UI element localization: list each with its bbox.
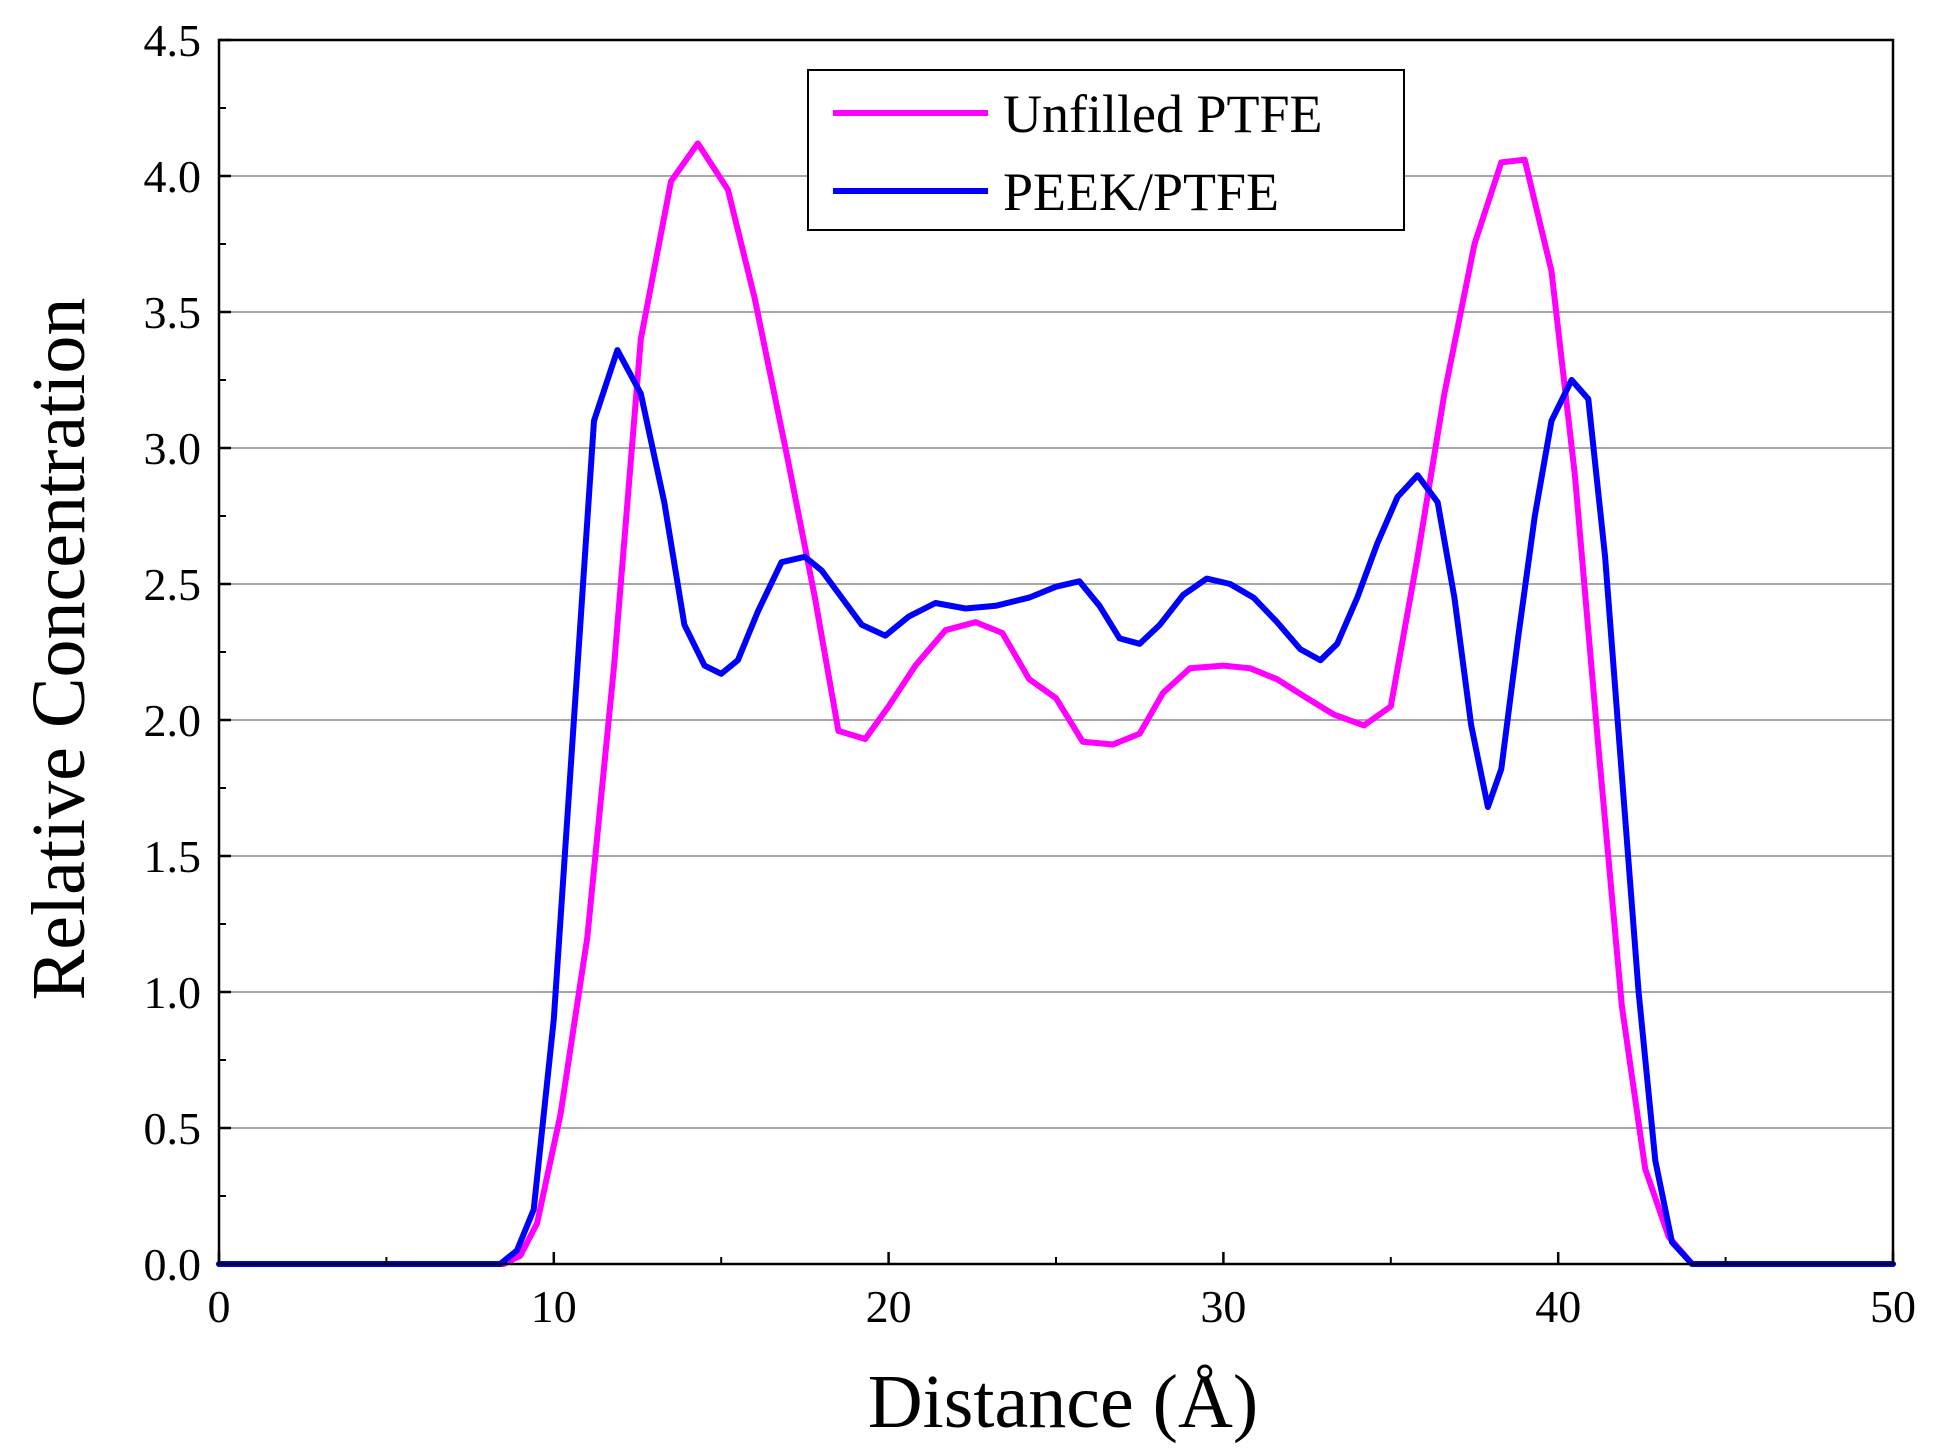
y-tick-label: 1.5 [144,831,202,882]
x-tick-label: 20 [866,1281,912,1332]
x-axis-title: Distance (Å) [868,1360,1258,1444]
y-tick-label: 4.5 [144,15,202,66]
series-line-unfilled-ptfe [216,140,1896,1267]
y-tick-label: 0.5 [144,1103,202,1154]
legend-box [807,69,1405,231]
x-tick-label: 50 [1870,1281,1916,1332]
legend-label-unfilled-ptfe: Unfilled PTFE [1003,84,1323,144]
x-tick-label: 40 [1535,1281,1581,1332]
y-tick-label: 3.0 [144,423,202,474]
legend: Unfilled PTFE PEEK/PTFE [807,69,1405,231]
y-tick-label: 2.5 [144,559,202,610]
legend-label-peek-ptfe: PEEK/PTFE [1003,162,1279,222]
series-line-peek-ptfe [216,347,1896,1267]
axis-ticks [217,38,1895,1266]
x-tick-label: 10 [531,1281,577,1332]
plot-series [216,140,1896,1267]
x-tick-label: 0 [208,1281,231,1332]
grid-lines [219,175,1893,1129]
y-tick-label: 1.0 [144,967,202,1018]
y-tick-label: 0.0 [144,1239,202,1290]
y-axis-title: Relative Concentration [17,298,101,1001]
tick-labels: 0.0 0.5 1.0 1.5 2.0 2.5 3.0 3.5 4.0 4.5 0 10 20 30 40 5… [144,15,1917,1332]
y-tick-label: 3.5 [144,287,202,338]
x-tick-label: 30 [1200,1281,1246,1332]
y-tick-label: 2.0 [144,695,202,746]
y-tick-label: 4.0 [144,151,202,202]
